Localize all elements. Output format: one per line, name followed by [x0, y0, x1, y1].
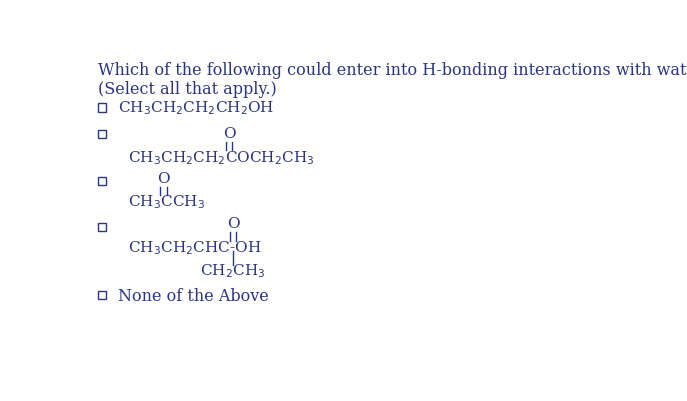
Text: O: O [157, 172, 170, 186]
Text: O: O [227, 216, 240, 230]
Text: Which of the following could enter into H-bonding interactions with water?: Which of the following could enter into … [98, 62, 687, 79]
FancyBboxPatch shape [98, 130, 106, 139]
Text: CH$_2$CH$_3$: CH$_2$CH$_3$ [201, 262, 266, 279]
Text: O: O [223, 127, 236, 141]
Text: None of the Above: None of the Above [118, 287, 269, 304]
Text: CH$_3$CH$_2$CH$_2$COCH$_2$CH$_3$: CH$_3$CH$_2$CH$_2$COCH$_2$CH$_3$ [128, 149, 315, 167]
FancyBboxPatch shape [98, 291, 106, 299]
Text: CH$_3$CH$_2$CH$_2$CH$_2$OH: CH$_3$CH$_2$CH$_2$CH$_2$OH [118, 99, 275, 117]
Text: CH$_3$CCH$_3$: CH$_3$CCH$_3$ [128, 193, 205, 211]
FancyBboxPatch shape [98, 104, 106, 113]
FancyBboxPatch shape [98, 223, 106, 232]
FancyBboxPatch shape [98, 177, 106, 186]
Text: CH$_3$CH$_2$CHC-OH: CH$_3$CH$_2$CHC-OH [128, 239, 262, 257]
Text: (Select all that apply.): (Select all that apply.) [98, 80, 276, 97]
